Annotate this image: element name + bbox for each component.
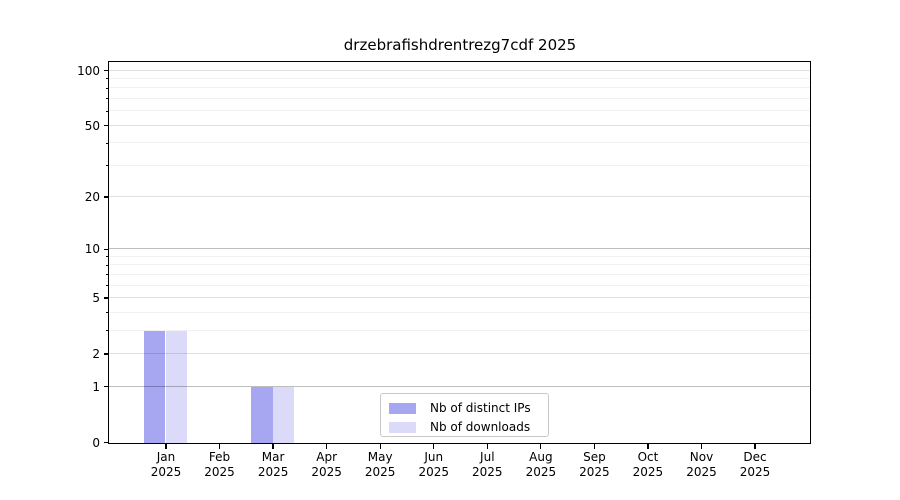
y-tick-2 [104,353,109,355]
y-minortick-90 [106,78,109,80]
gridline-minor-y30 [109,164,810,166]
y-minortick-60 [106,110,109,112]
legend: Nb of distinct IPs Nb of downloads [380,393,549,437]
x-tick-label-jan: Jan 2025 [150,449,182,479]
gridline-minor-y3 [109,329,810,331]
legend-swatch-downloads-icon [389,421,416,433]
plot-inner [109,62,810,443]
gridline-major-y2 [109,352,810,354]
x-tick-label-dec: Dec 2025 [739,449,771,479]
x-tick-mar [272,444,274,449]
gridline-major-y5 [109,297,810,299]
x-tick-label-may: May 2025 [364,449,396,479]
x-tick-jan [165,444,167,449]
gridline-minor-y40 [109,142,810,144]
legend-item-downloads: Nb of downloads [389,418,548,436]
x-tick-may [379,444,381,449]
y-minortick-6 [106,285,109,287]
y-tick-label-20: 20 [84,190,100,205]
y-tick-label-2: 2 [92,346,100,361]
chart-title: drzebrafishdrentrezg7cdf 2025 [343,36,577,54]
y-tick-label-100: 100 [77,63,100,78]
bar-downloads-mar [272,387,295,443]
gridline-major-y20 [109,196,810,198]
x-tick-label-aug: Aug 2025 [525,449,557,479]
y-minortick-70 [106,98,109,100]
y-tick-0 [104,441,109,444]
x-tick-label-apr: Apr 2025 [311,449,342,479]
y-tick-100 [104,69,109,72]
y-minortick-30 [106,165,109,167]
gridline-major-y100 [109,69,810,71]
y-minortick-40 [106,142,109,144]
gridline-minor-y8 [109,264,810,266]
legend-item-distinct-ips: Nb of distinct IPs [389,399,548,417]
gridline-minor-y9 [109,255,810,257]
x-tick-oct [647,444,649,449]
y-minortick-80 [106,87,109,89]
y-tick-10 [104,248,109,250]
y-minortick-9 [106,256,109,258]
legend-label-distinct-ips: Nb of distinct IPs [430,401,531,415]
gridline-major-y1 [109,385,810,387]
x-tick-sep [593,444,596,449]
bar-distinct-ips-mar [250,387,273,443]
gridline-minor-y6 [109,284,810,286]
y-minortick-3 [106,330,109,332]
x-tick-dec [754,444,756,449]
y-tick-label-10: 10 [84,242,100,257]
y-minortick-4 [106,312,109,314]
gridline-minor-y4 [109,311,810,313]
gridline-minor-y70 [109,97,810,99]
x-tick-jun [433,444,435,449]
gridline-minor-y60 [109,110,810,112]
x-tick-label-jul: Jul 2025 [472,449,503,479]
x-tick-apr [326,444,328,449]
x-tick-label-mar: Mar 2025 [257,449,289,479]
x-tick-label-jun: Jun 2025 [418,449,450,479]
x-tick-label-feb: Feb 2025 [204,449,235,479]
x-tick-aug [540,444,542,449]
y-tick-label-0: 0 [92,435,100,450]
x-tick-label-sep: Sep 2025 [579,449,610,479]
y-minortick-7 [106,274,109,276]
gridline-minor-y7 [109,273,810,275]
y-tick-5 [104,297,109,299]
gridline-major-y50 [109,124,810,126]
bar-downloads-jan [165,331,188,443]
y-tick-label-50: 50 [84,118,100,133]
bar-distinct-ips-jan [143,331,166,443]
x-tick-feb [218,444,221,449]
legend-label-downloads: Nb of downloads [430,420,531,434]
y-minortick-8 [106,264,109,266]
y-tick-20 [104,196,109,198]
gridline-major-y10 [109,248,810,250]
gridline-minor-y80 [109,87,810,89]
x-tick-jul [486,444,488,449]
plot-area: Nb of distinct IPs Nb of downloads [108,61,811,444]
x-tick-label-nov: Nov 2025 [686,449,717,479]
gridline-minor-y90 [109,77,810,79]
y-tick-label-1: 1 [92,379,100,394]
x-tick-nov [700,444,703,449]
y-tick-label-5: 5 [92,291,100,306]
legend-swatch-distinct-ips-icon [389,402,416,414]
y-tick-50 [104,124,109,127]
y-tick-1 [104,386,109,388]
x-tick-label-oct: Oct 2025 [632,449,664,479]
